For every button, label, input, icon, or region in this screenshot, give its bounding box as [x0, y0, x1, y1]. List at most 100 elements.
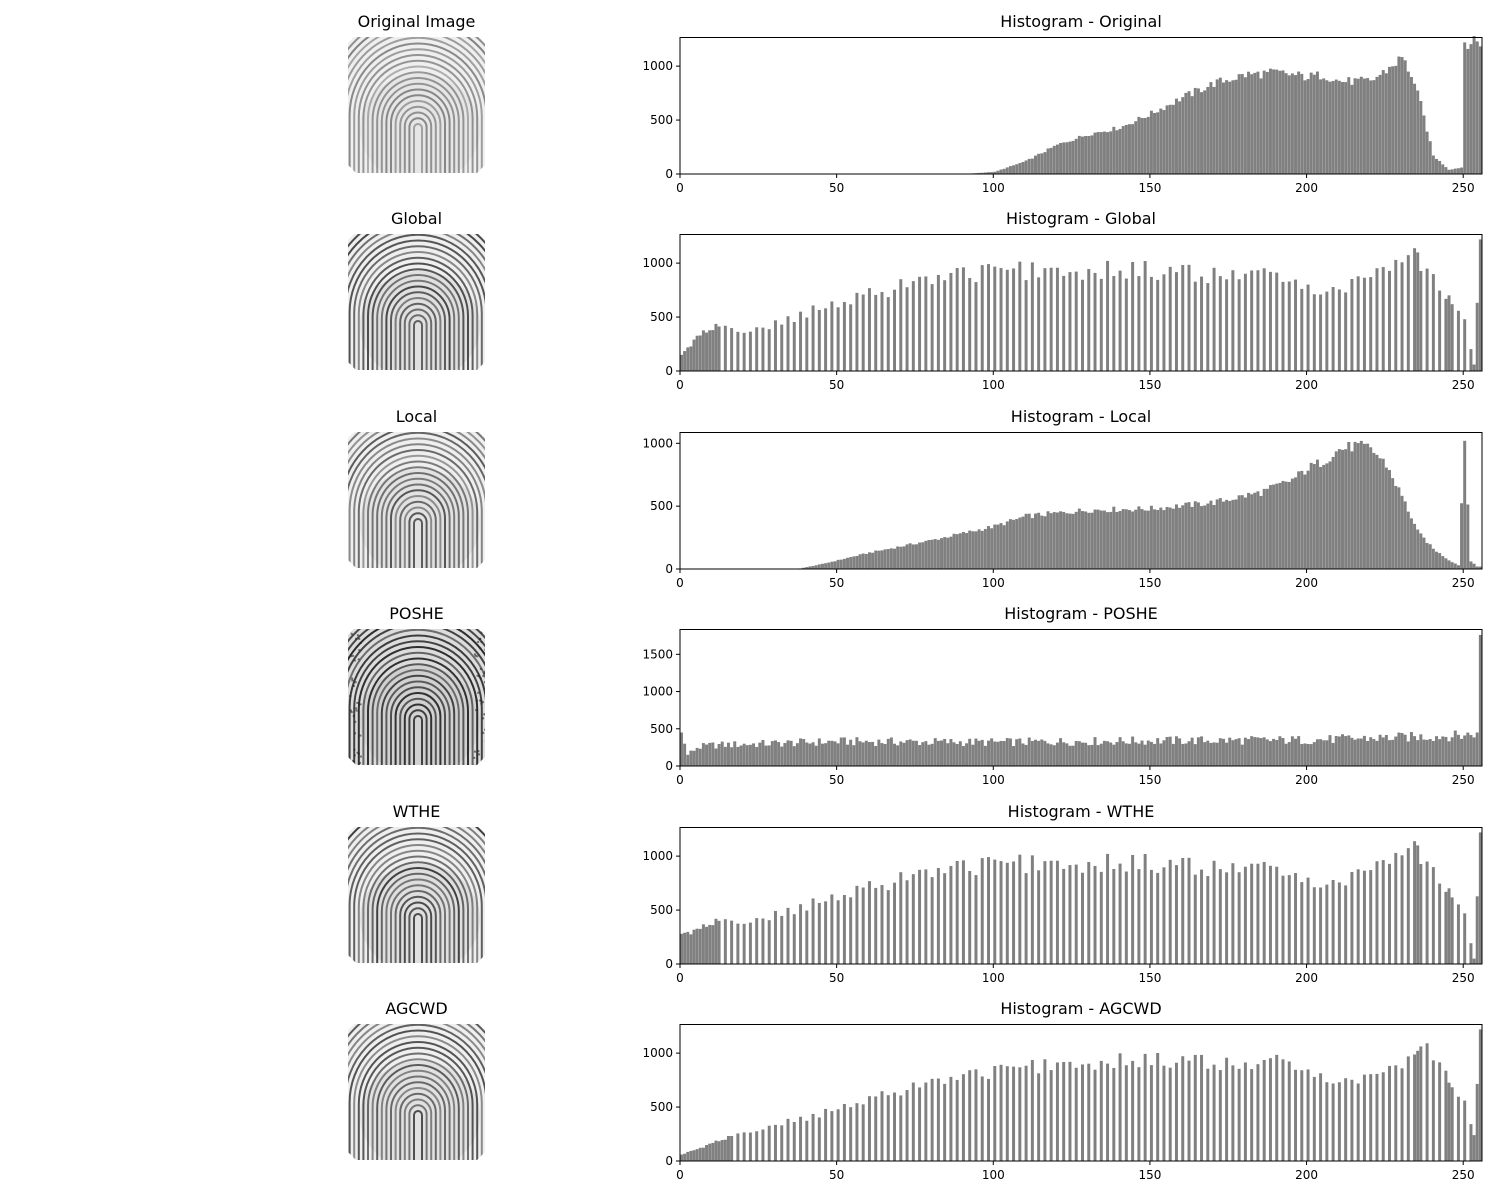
bar [1268, 485, 1272, 569]
bar [836, 743, 840, 766]
bar [1055, 512, 1059, 569]
bar [936, 539, 940, 569]
bars [799, 440, 1482, 569]
bar [911, 874, 915, 964]
bar [1334, 79, 1338, 174]
bar [799, 311, 803, 371]
bar [1441, 736, 1445, 766]
bar [1388, 270, 1391, 371]
bar [1225, 499, 1229, 569]
bar [1030, 1059, 1034, 1161]
bar [705, 332, 709, 371]
bar [1419, 1046, 1423, 1161]
bar [1381, 458, 1385, 569]
bar [943, 280, 947, 371]
bar [1140, 118, 1144, 174]
bar [1181, 264, 1185, 371]
bar [1262, 861, 1266, 964]
x-tick-label: 100 [982, 181, 1005, 195]
bar [1394, 736, 1398, 766]
bar [1162, 510, 1166, 569]
bar [1081, 279, 1084, 371]
bar [1431, 155, 1435, 174]
bar [1290, 736, 1294, 766]
bar [1469, 561, 1473, 569]
bar [1156, 1053, 1160, 1161]
bar [1463, 735, 1467, 766]
bar [736, 923, 740, 964]
bar [1206, 86, 1210, 174]
y-tick-label: 0 [665, 562, 673, 576]
bar [1203, 90, 1207, 174]
bar [1375, 268, 1379, 371]
bar [695, 747, 699, 766]
bar [1134, 509, 1138, 569]
bar [1049, 1070, 1053, 1161]
x-tick-label: 0 [676, 971, 684, 985]
bar [1444, 298, 1448, 371]
bar [711, 742, 715, 766]
bar [1428, 544, 1432, 569]
bar [842, 894, 846, 964]
bar [761, 918, 765, 964]
bar [1043, 740, 1047, 766]
bar [824, 563, 828, 569]
bar [1024, 873, 1028, 964]
bar [780, 746, 784, 766]
bar [773, 910, 777, 964]
bar [1253, 72, 1257, 174]
bar [1447, 741, 1451, 766]
bar [1140, 509, 1144, 569]
bar [717, 1141, 721, 1161]
bar [1394, 65, 1398, 174]
bar [1071, 140, 1075, 174]
bar [1037, 153, 1041, 174]
x-tick-label: 50 [829, 576, 844, 590]
bar [748, 744, 752, 766]
y-tick-label: 0 [665, 759, 673, 773]
bar [1106, 512, 1110, 569]
y-tick-label: 0 [665, 957, 673, 971]
bar [877, 550, 881, 569]
bar [1456, 565, 1460, 569]
image-title: Global [390, 209, 443, 228]
image-title: POSHE [389, 604, 444, 623]
bar [1372, 452, 1376, 569]
bar [1450, 304, 1454, 371]
bar [1247, 739, 1251, 766]
y-tick-label: 1000 [642, 849, 673, 863]
bar [1218, 738, 1222, 766]
bar [705, 926, 709, 964]
bar [1121, 509, 1125, 569]
bar [1168, 104, 1172, 174]
bar [1012, 1066, 1016, 1161]
bar [1171, 104, 1175, 174]
bar [1388, 1065, 1391, 1161]
bar [773, 320, 777, 371]
bar [1319, 1073, 1323, 1161]
bar [799, 1116, 803, 1161]
bar [949, 536, 953, 569]
bar [874, 550, 878, 569]
bar [1118, 737, 1122, 766]
bar [1431, 548, 1435, 569]
bar [1422, 537, 1426, 569]
bar [1137, 276, 1141, 371]
bar [1134, 742, 1138, 766]
bar [1084, 135, 1088, 174]
bar [1344, 82, 1348, 174]
bar [1447, 560, 1451, 569]
bar [1388, 470, 1391, 569]
bar [867, 288, 871, 371]
bar [1024, 1065, 1028, 1161]
bar [1300, 288, 1304, 371]
x-tick-label: 50 [829, 181, 844, 195]
bar [817, 902, 821, 964]
bar [955, 1079, 959, 1161]
x-tick-label: 50 [829, 971, 844, 985]
bar [1071, 513, 1075, 569]
bar [1447, 888, 1451, 964]
bar [1005, 862, 1009, 964]
bar [1243, 497, 1247, 569]
bar [1124, 509, 1128, 569]
